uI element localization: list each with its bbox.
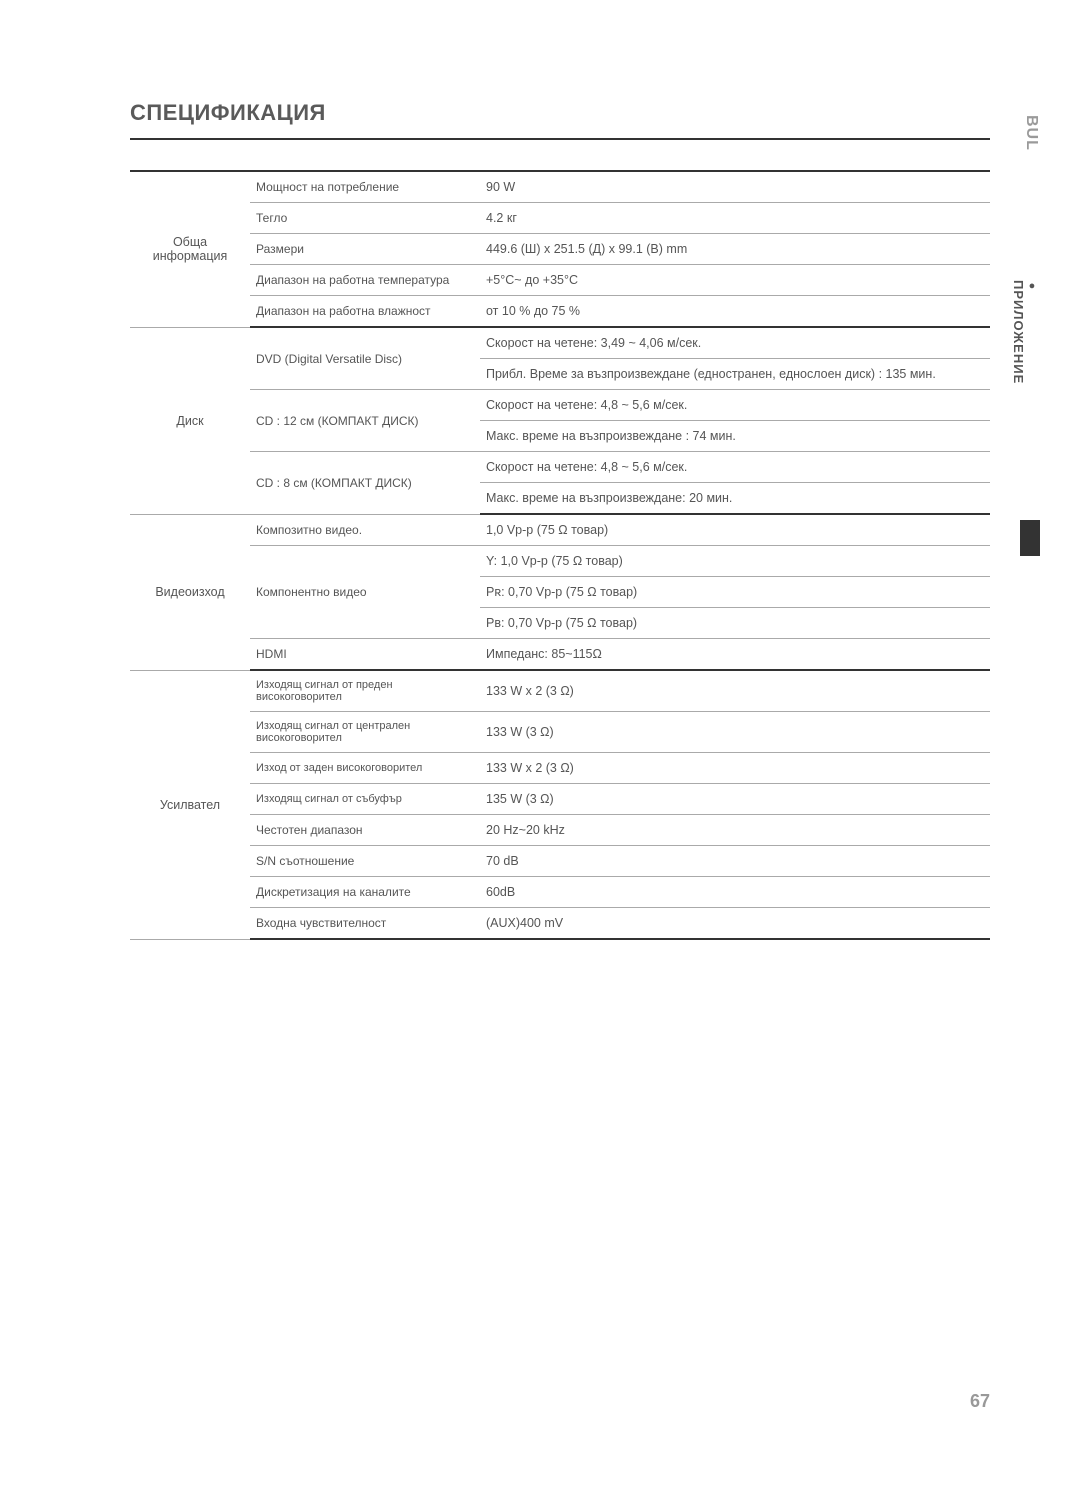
side-marker bbox=[1020, 520, 1040, 556]
spec-value: 135 W (3 Ω) bbox=[480, 784, 990, 815]
spec-value: 1,0 Vp-p (75 Ω товар) bbox=[480, 514, 990, 546]
spec-param: HDMI bbox=[250, 639, 480, 671]
spec-param: Честотен диапазон bbox=[250, 815, 480, 846]
spec-param: Размери bbox=[250, 234, 480, 265]
side-section-tab: ПРИЛОЖЕНИЕ bbox=[1011, 280, 1038, 384]
spec-value: Pʀ: 0,70 Vp-p (75 Ω товар) bbox=[480, 577, 990, 608]
spec-value: 133 W x 2 (3 Ω) bbox=[480, 670, 990, 712]
spec-value: Прибл. Време за възпроизвеждане (едностр… bbox=[480, 359, 990, 390]
spec-param: Диапазон на работна температура bbox=[250, 265, 480, 296]
spec-param: Входна чувствителност bbox=[250, 908, 480, 940]
spec-value: Скорост на четене: 4,8 ~ 5,6 м/сек. bbox=[480, 390, 990, 421]
spec-value: 133 W x 2 (3 Ω) bbox=[480, 753, 990, 784]
category-amplifier: Усилвател bbox=[130, 670, 250, 939]
category-disc: Диск bbox=[130, 327, 250, 514]
spec-value: Скорост на четене: 4,8 ~ 5,6 м/сек. bbox=[480, 452, 990, 483]
spec-param: CD : 8 см (КОМПАКТ ДИСК) bbox=[250, 452, 480, 515]
spec-value: 70 dB bbox=[480, 846, 990, 877]
spec-param: S/N съотношение bbox=[250, 846, 480, 877]
page-number: 67 bbox=[970, 1391, 990, 1412]
spec-param: Дискретизация на каналите bbox=[250, 877, 480, 908]
spec-value: 449.6 (Ш) x 251.5 (Д) x 99.1 (В) mm bbox=[480, 234, 990, 265]
spec-value: 4.2 кг bbox=[480, 203, 990, 234]
spec-value: Макс. време на възпроизвеждане: 20 мин. bbox=[480, 483, 990, 515]
spec-param: Мощност на потребление bbox=[250, 171, 480, 203]
spec-param: Изходящ сигнал от централен високоговори… bbox=[250, 712, 480, 753]
page-title: СПЕЦИФИКАЦИЯ bbox=[130, 100, 990, 140]
spec-param: Компонентно видео bbox=[250, 546, 480, 639]
spec-param: CD : 12 см (КОМПАКТ ДИСК) bbox=[250, 390, 480, 452]
spec-value: 90 W bbox=[480, 171, 990, 203]
category-video: Видеоизход bbox=[130, 514, 250, 670]
spec-param: Диапазон на работна влажност bbox=[250, 296, 480, 328]
spec-value: Макс. време на възпроизвеждане : 74 мин. bbox=[480, 421, 990, 452]
spec-param: DVD (Digital Versatile Disc) bbox=[250, 327, 480, 390]
specification-table: Обща информация Мощност на потребление 9… bbox=[130, 170, 990, 940]
spec-value: 20 Hz~20 kHz bbox=[480, 815, 990, 846]
spec-value: +5°C~ до +35°C bbox=[480, 265, 990, 296]
spec-value: 133 W (3 Ω) bbox=[480, 712, 990, 753]
spec-value: от 10 % до 75 % bbox=[480, 296, 990, 328]
spec-value: Pʙ: 0,70 Vp-p (75 Ω товар) bbox=[480, 608, 990, 639]
category-general: Обща информация bbox=[130, 171, 250, 327]
spec-value: Скорост на четене: 3,49 ~ 4,06 м/сек. bbox=[480, 327, 990, 359]
spec-value: (AUX)400 mV bbox=[480, 908, 990, 940]
spec-param: Композитно видео. bbox=[250, 514, 480, 546]
spec-param: Изходящ сигнал от събуфър bbox=[250, 784, 480, 815]
spec-param: Изходящ сигнал от преден високоговорител bbox=[250, 670, 480, 712]
spec-param: Тегло bbox=[250, 203, 480, 234]
spec-param: Изход от заден високоговорител bbox=[250, 753, 480, 784]
spec-value: Импеданс: 85~115Ω bbox=[480, 639, 990, 671]
spec-value: Y: 1,0 Vp-p (75 Ω товар) bbox=[480, 546, 990, 577]
spec-value: 60dB bbox=[480, 877, 990, 908]
side-language-tab: BUL bbox=[1022, 115, 1040, 151]
